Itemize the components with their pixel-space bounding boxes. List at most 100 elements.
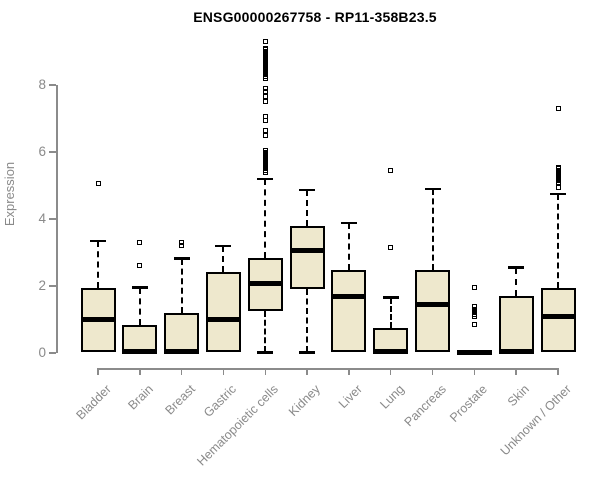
outlier-hematopoietic-cells — [262, 169, 268, 175]
outlier-prostate — [471, 322, 477, 328]
y-axis-tick — [49, 151, 56, 153]
median-breast — [164, 348, 200, 354]
whisker-lower-kidney — [306, 289, 309, 353]
box-unknown-other — [540, 287, 576, 353]
y-axis-tick-label: 6 — [38, 144, 46, 159]
whisker-upper-liver — [347, 223, 350, 270]
box-liver — [331, 269, 367, 353]
whisker-cap-upper-hematopoietic-cells — [257, 177, 274, 181]
y-axis-tick-label: 0 — [38, 345, 46, 360]
x-axis-tick — [348, 368, 350, 375]
whisker-cap-upper-bladder — [90, 239, 106, 243]
outlier-hematopoietic-cells — [262, 114, 268, 120]
outlier-breast — [179, 239, 185, 245]
x-axis-tick — [306, 368, 308, 375]
whisker-cap-upper-unknown-other — [550, 192, 566, 196]
whisker-upper-lung — [389, 297, 392, 328]
y-axis-tick — [49, 84, 56, 86]
median-liver — [331, 293, 367, 299]
median-bladder — [80, 317, 116, 322]
outlier-hematopoietic-cells — [262, 85, 268, 91]
whisker-lower-hematopoietic-cells — [264, 311, 267, 353]
x-axis-tick-label-text: Skin — [504, 382, 533, 410]
whisker-upper-hematopoietic-cells — [264, 178, 267, 258]
whisker-upper-gastric — [222, 245, 225, 272]
outlier-hematopoietic-cells — [262, 89, 268, 95]
box-skin — [498, 296, 534, 353]
whisker-upper-pancreas — [431, 188, 434, 270]
outlier-hematopoietic-cells — [262, 99, 268, 105]
whisker-cap-upper-kidney — [299, 188, 316, 192]
whisker-cap-lower-hematopoietic-cells — [257, 351, 274, 354]
median-pancreas — [415, 301, 451, 307]
outlier-unknown-other — [555, 181, 561, 187]
x-axis-tick-label-text: Gastric — [201, 382, 240, 420]
median-unknown-other — [540, 313, 576, 319]
whisker-cap-lower-kidney — [299, 351, 316, 354]
median-hematopoietic-cells — [247, 281, 283, 287]
whisker-cap-upper-skin — [508, 266, 525, 269]
x-axis-tick-label-text: Prostate — [447, 382, 491, 425]
whisker-upper-bladder — [97, 240, 99, 289]
box-gastric — [205, 271, 241, 353]
outlier-hematopoietic-cells — [262, 94, 268, 100]
outlier-bladder — [95, 181, 101, 187]
outlier-prostate — [471, 285, 477, 291]
outlier-lung — [388, 244, 394, 250]
whisker-upper-unknown-other — [557, 193, 559, 288]
outlier-hematopoietic-cells — [262, 38, 268, 44]
median-lung — [373, 348, 409, 354]
chart-title: ENSG00000267758 - RP11-358B23.5 — [193, 9, 437, 25]
x-axis-tick — [222, 368, 225, 375]
outlier-hematopoietic-cells — [262, 75, 268, 81]
x-axis-tick-label-text: Bladder — [73, 382, 114, 423]
y-axis-tick-label: 8 — [38, 77, 46, 92]
median-prostate — [456, 349, 492, 355]
x-axis-tick — [515, 368, 517, 375]
median-skin — [498, 348, 534, 354]
median-brain — [122, 348, 158, 354]
whisker-upper-skin — [515, 267, 518, 297]
whisker-cap-upper-gastric — [215, 244, 232, 248]
box-breast — [164, 312, 200, 353]
x-axis-tick-label-text: Brain — [125, 382, 156, 413]
x-axis-tick — [139, 368, 141, 375]
y-axis-line — [56, 85, 58, 353]
outlier-prostate — [471, 303, 477, 309]
median-gastric — [205, 317, 241, 322]
x-axis-tick-label-text: Hematopoietic cells — [194, 382, 282, 469]
outlier-brain — [137, 239, 143, 245]
y-axis-tick — [49, 285, 56, 287]
whisker-cap-upper-lung — [382, 296, 399, 299]
whisker-cap-upper-breast — [173, 257, 190, 260]
outlier-breast — [179, 243, 185, 249]
whisker-cap-upper-brain — [131, 286, 148, 289]
y-axis-tick — [49, 218, 56, 220]
x-axis-tick-label-text: Pancreas — [401, 382, 449, 430]
whisker-cap-upper-liver — [340, 221, 357, 225]
x-axis-tick-label-text: Breast — [162, 382, 198, 418]
whisker-upper-kidney — [306, 189, 309, 226]
outlier-brain — [137, 263, 143, 269]
whisker-cap-upper-pancreas — [424, 187, 441, 191]
x-axis-tick — [389, 368, 392, 375]
y-axis-tick-label: 2 — [38, 278, 46, 293]
median-kidney — [289, 248, 325, 254]
box-kidney — [289, 225, 325, 290]
x-axis-tick — [431, 368, 434, 375]
outlier-lung — [388, 167, 394, 173]
y-axis-tick — [49, 352, 56, 354]
x-axis-line — [97, 368, 559, 370]
outlier-hematopoietic-cells — [262, 127, 268, 133]
x-axis-tick — [180, 368, 183, 375]
whisker-upper-breast — [180, 258, 183, 313]
x-axis-tick — [264, 368, 267, 375]
outlier-hematopoietic-cells — [262, 117, 268, 123]
y-axis-tick-label: 4 — [38, 211, 46, 226]
x-axis-tick-label-text: Liver — [335, 382, 365, 412]
x-axis-tick — [473, 368, 476, 375]
outlier-hematopoietic-cells — [262, 132, 268, 138]
box-pancreas — [415, 269, 451, 353]
